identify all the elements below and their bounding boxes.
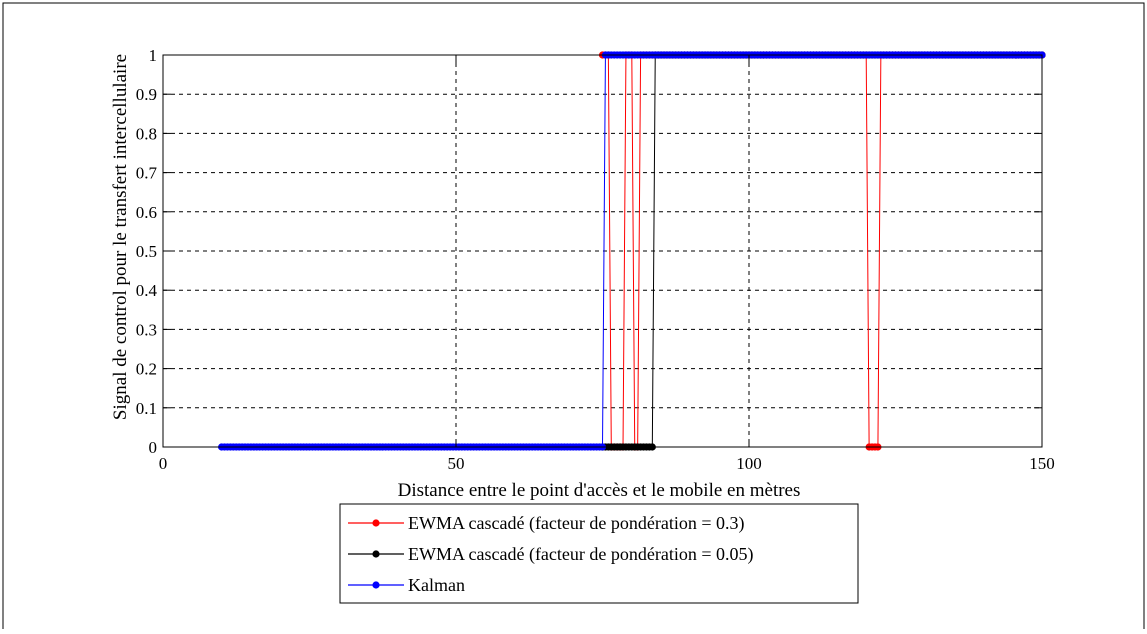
y-tick-label: 0.2 xyxy=(136,360,157,379)
y-tick-label: 0.3 xyxy=(136,320,157,339)
x-axis-label: Distance entre le point d'accès et le mo… xyxy=(398,480,801,501)
x-tick-label: 0 xyxy=(159,454,168,473)
legend-label: Kalman xyxy=(408,575,465,595)
y-tick-label: 0.9 xyxy=(136,85,157,104)
legend-label: EWMA cascadé (facteur de pondération = 0… xyxy=(408,544,754,565)
y-tick-label: 0 xyxy=(149,438,158,457)
x-tick-label: 100 xyxy=(736,454,762,473)
legend-entry: EWMA cascadé (facteur de pondération = 0… xyxy=(348,544,754,565)
x-tick-label: 150 xyxy=(1029,454,1055,473)
y-tick-label: 0.6 xyxy=(136,203,157,222)
y-tick-label: 0.4 xyxy=(136,281,158,300)
y-tick-label: 0.8 xyxy=(136,124,157,143)
y-tick-label: 1 xyxy=(149,46,158,65)
y-tick-label: 0.1 xyxy=(136,399,157,418)
legend-swatch-marker xyxy=(372,519,380,527)
legend-swatch-marker xyxy=(372,581,380,589)
y-axis-label: Signal de control pour le transfert inte… xyxy=(110,54,131,420)
axis-ticks: 0 50 100 150 0 0.1 0.2 0.3 0.4 0.5 0.6 0.7 0.8 0.9 1 xyxy=(136,46,1055,473)
legend-box xyxy=(339,503,859,604)
grid xyxy=(163,55,1042,447)
legend-entry: EWMA cascadé (facteur de pondération = 0… xyxy=(348,513,745,534)
legend-swatch-marker xyxy=(372,550,380,558)
legend-entry: Kalman xyxy=(348,575,465,595)
y-tick-label: 0.5 xyxy=(136,242,157,261)
x-tick-label: 50 xyxy=(448,454,465,473)
legend-label: EWMA cascadé (facteur de pondération = 0… xyxy=(408,513,745,534)
y-tick-label: 0.7 xyxy=(136,164,158,183)
legend: EWMA cascadé (facteur de pondération = 0… xyxy=(339,503,859,604)
